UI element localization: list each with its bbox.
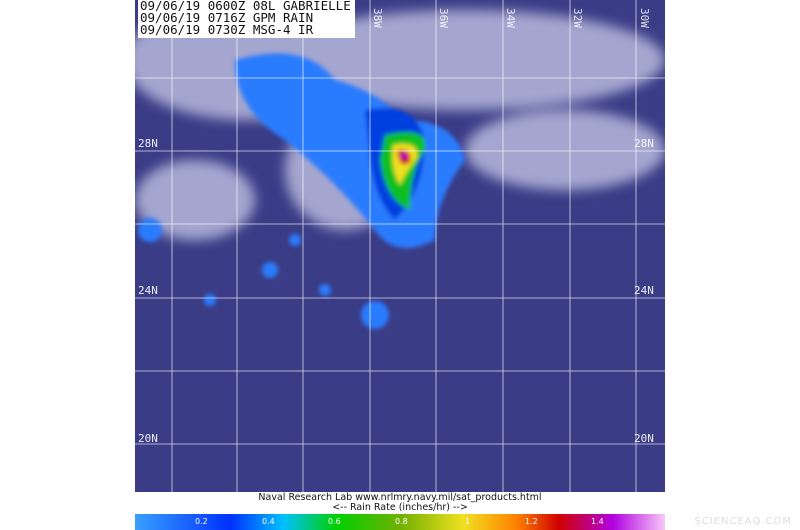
lat-label: 20N xyxy=(138,432,158,445)
lon-label: 34W xyxy=(504,8,517,28)
lon-label: 36W xyxy=(437,8,450,28)
colorbar-tick: 0.8 xyxy=(395,517,408,526)
lat-label: 24N xyxy=(634,284,654,297)
lat-label: 28N xyxy=(634,137,654,150)
colorbar-tick: 1.4 xyxy=(591,517,604,526)
credit-line: Naval Research Lab www.nrlmry.navy.mil/s… xyxy=(258,492,542,503)
header-line: 09/06/19 0600Z 08L GABRIELLE xyxy=(140,0,351,13)
colorbar-tick: 0.4 xyxy=(262,517,275,526)
lon-label: 32W xyxy=(571,8,584,28)
credit: Naval Research Lab www.nrlmry.navy.mil/s… xyxy=(0,493,800,513)
lat-label: 20N xyxy=(634,432,654,445)
colorbar-tick: 1.2 xyxy=(525,517,538,526)
colorbar-tick: 0.6 xyxy=(328,517,341,526)
colorbar-tick: 0.2 xyxy=(195,517,208,526)
colorbar-tick: 1 xyxy=(465,517,471,526)
satellite-rain-map xyxy=(135,0,665,492)
header-line: 09/06/19 0730Z MSG-4 IR xyxy=(140,22,314,37)
lon-label: 38W xyxy=(371,8,384,28)
lat-lon-grid xyxy=(135,0,665,492)
rain-rate-colorbar: 0.2 0.4 0.6 0.8 1 1.2 1.4 xyxy=(135,514,665,530)
header-line: 09/06/19 0716Z GPM RAIN xyxy=(140,10,314,25)
watermark: SCIENCEAQ.COM xyxy=(694,516,792,527)
lat-label: 28N xyxy=(138,137,158,150)
header-text: 09/06/19 0600Z 08L GABRIELLE 09/06/19 071… xyxy=(138,0,355,38)
lat-label: 24N xyxy=(138,284,158,297)
lon-label: 30W xyxy=(638,8,651,28)
colorbar-title: <-- Rain Rate (inches/hr) --> xyxy=(332,502,468,513)
